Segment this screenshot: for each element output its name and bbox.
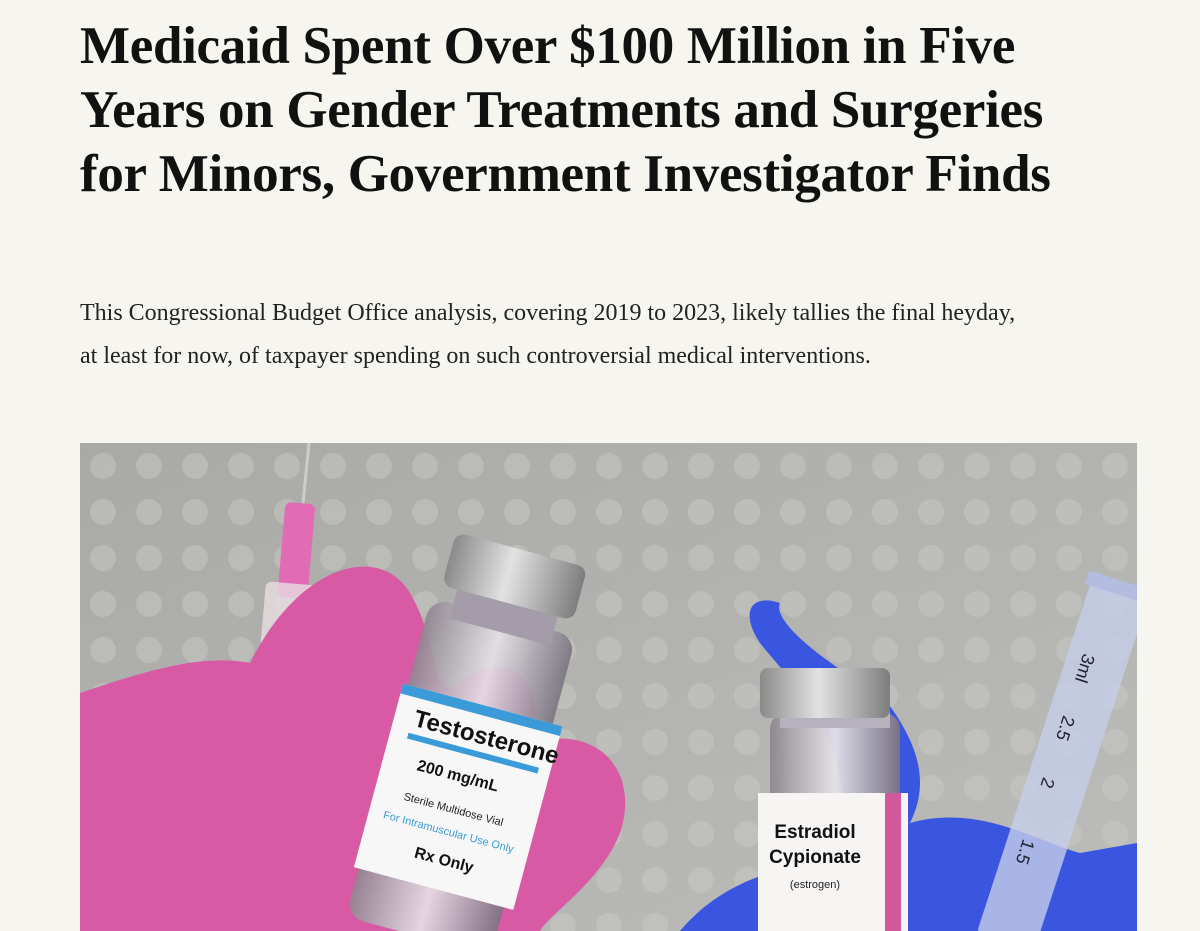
hero-image: Testosterone 200 mg/mL Sterile Multidose…	[80, 443, 1137, 931]
vial-name-2: Cypionate	[769, 847, 861, 868]
headline: Medicaid Spent Over $100 Million in Five…	[80, 17, 1051, 203]
vial-name-1: Estradiol	[774, 822, 855, 843]
testosterone-vial: Testosterone 200 mg/mL Sterile Multidose…	[349, 534, 586, 931]
clear-syringe: 3ml 2.5 2 1.5	[978, 570, 1137, 931]
vial-note: (estrogen)	[790, 879, 840, 891]
estradiol-vial: Estradiol Cypionate (estrogen)	[758, 668, 908, 931]
dek: This Congressional Budget Office analysi…	[80, 300, 1016, 369]
